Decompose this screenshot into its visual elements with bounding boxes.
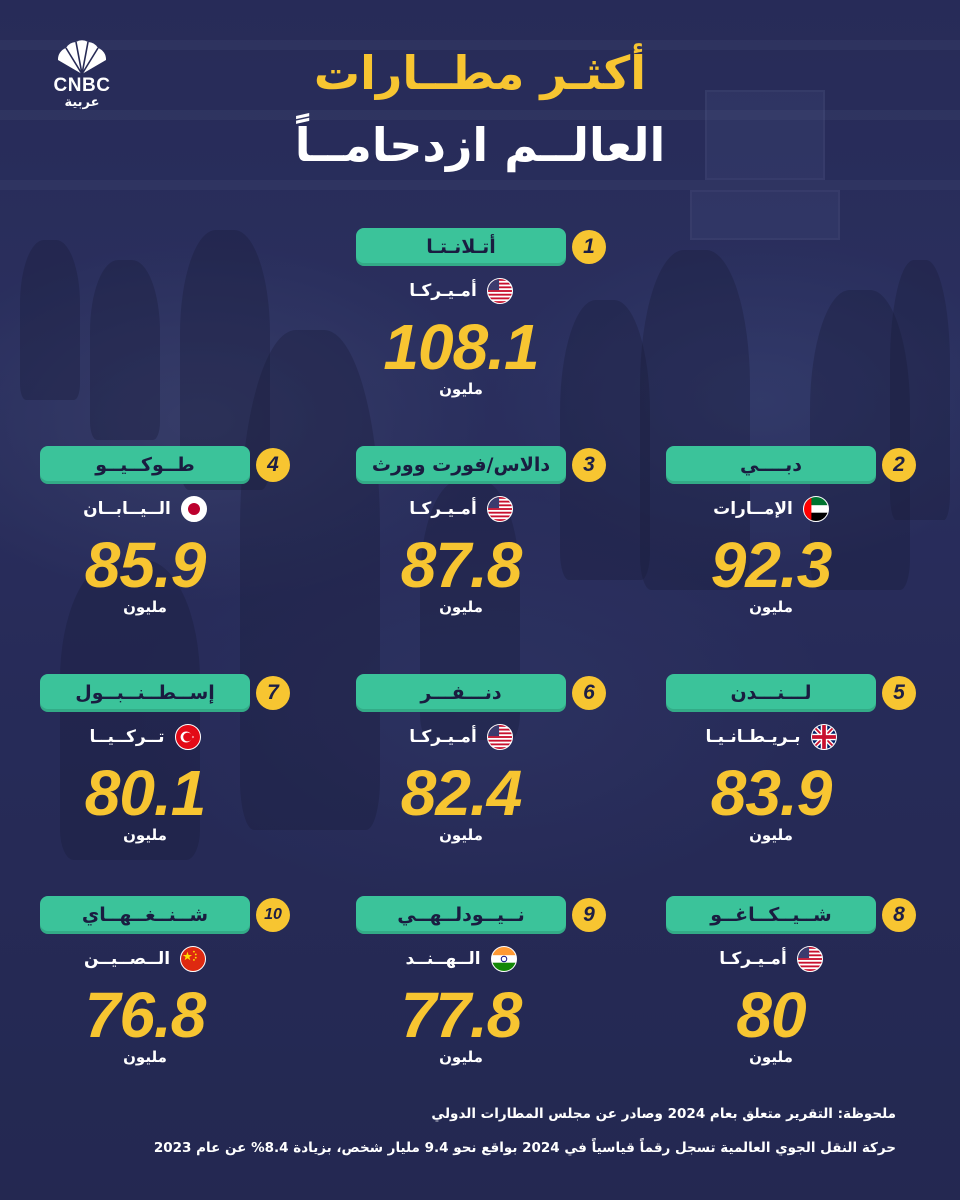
passenger-value: 77.8 xyxy=(400,979,523,1051)
note-line-1: ملحوظة: التقرير متعلق بعام 2024 وصادر عن… xyxy=(431,1106,896,1122)
uae-flag-icon xyxy=(802,496,829,522)
country-label: الــهــنــد xyxy=(405,949,481,969)
us-flag-icon xyxy=(486,496,513,522)
country-label: بـريـطـانـيـا xyxy=(705,727,801,747)
india-flag-icon xyxy=(490,946,517,972)
unit-label: مليون xyxy=(439,380,483,398)
rank-badge: 4 xyxy=(256,448,290,482)
unit-label: مليون xyxy=(439,1048,483,1066)
rank-badge: 10 xyxy=(256,898,290,932)
passenger-value: 92.3 xyxy=(710,529,833,601)
rank-badge: 2 xyxy=(882,448,916,482)
rank-badge: 9 xyxy=(572,898,606,932)
unit-label: مليون xyxy=(123,1048,167,1066)
unit-label: مليون xyxy=(439,826,483,844)
logo-text: CNBC xyxy=(53,75,111,96)
city-label: إســطــنــبــول xyxy=(40,674,250,712)
cnbc-arabia-logo: CNBC عربية xyxy=(42,40,122,110)
uk-flag-icon xyxy=(810,724,837,750)
unit-label: مليون xyxy=(123,826,167,844)
us-flag-icon xyxy=(796,946,823,972)
country-row: تــركــيــا xyxy=(40,724,250,750)
rank-badge: 3 xyxy=(572,448,606,482)
city-label: نــيــودلــهــي xyxy=(356,896,566,934)
city-label: أتـلانـتـا xyxy=(356,228,566,266)
china-flag-icon xyxy=(180,946,207,972)
country-row: بـريـطـانـيـا xyxy=(666,724,876,750)
passenger-value: 87.8 xyxy=(400,529,523,601)
country-label: الــصــيــن xyxy=(83,949,171,969)
country-label: تــركــيــا xyxy=(89,727,165,747)
unit-label: مليون xyxy=(749,826,793,844)
unit-label: مليون xyxy=(123,598,167,616)
city-label: دالاس/فورت وورث xyxy=(356,446,566,484)
passenger-value: 80.1 xyxy=(84,757,207,829)
us-flag-icon xyxy=(486,278,513,304)
city-label: طــوكــيــو xyxy=(40,446,250,484)
city-label: شــيــكــاغــو xyxy=(666,896,876,934)
country-label: أمـيـركـا xyxy=(719,949,787,969)
rank-badge: 1 xyxy=(572,230,606,264)
country-row: أمـيـركـا xyxy=(356,496,566,522)
airport-card-8: 8 شــيــكــاغــو أمـيـركـا 80 مليون xyxy=(666,896,916,1076)
country-row: الــصــيــن xyxy=(40,946,250,972)
peacock-icon xyxy=(57,40,107,75)
airport-card-4: 4 طــوكــيــو الــيــابــان 85.9 مليون xyxy=(40,446,290,626)
airport-card-2: 2 دبــــي الإمــارات 92.3 مليون xyxy=(666,446,916,626)
city-label: شــنــغــهــاي xyxy=(40,896,250,934)
passenger-value: 76.8 xyxy=(84,979,207,1051)
country-row: الــيــابــان xyxy=(40,496,250,522)
country-label: أمـيـركـا xyxy=(409,281,477,301)
turkey-flag-icon xyxy=(174,724,201,750)
title-line-2: العالــم ازدحامــاً xyxy=(294,118,666,172)
country-label: أمـيـركـا xyxy=(409,499,477,519)
city-label: دبــــي xyxy=(666,446,876,484)
logo-subtext: عربية xyxy=(64,95,100,110)
japan-flag-icon xyxy=(180,496,207,522)
airport-card-9: 9 نــيــودلــهــي الــهــنــد 77.8 مليون xyxy=(356,896,606,1076)
city-label: لـــنـــدن xyxy=(666,674,876,712)
rank-badge: 7 xyxy=(256,676,290,710)
airport-card-3: 3 دالاس/فورت وورث أمـيـركـا 87.8 مليون xyxy=(356,446,606,626)
country-label: أمـيـركـا xyxy=(409,727,477,747)
rank-badge: 8 xyxy=(882,898,916,932)
note-line-2: حركة النقل الجوي العالمية تسجل رقماً قيا… xyxy=(153,1140,896,1156)
country-row: أمـيـركـا xyxy=(666,946,876,972)
rank-badge: 6 xyxy=(572,676,606,710)
country-row: الإمــارات xyxy=(666,496,876,522)
us-flag-icon xyxy=(486,724,513,750)
airport-card-1: 1 أتـلانـتـا أمـيـركـا 108.1 مليون xyxy=(356,228,606,408)
unit-label: مليون xyxy=(439,598,483,616)
passenger-value: 108.1 xyxy=(383,311,539,383)
unit-label: مليون xyxy=(749,1048,793,1066)
passenger-value: 80 xyxy=(736,979,806,1051)
rank-badge: 5 xyxy=(882,676,916,710)
airport-card-10: 10 شــنــغــهــاي الــصــيــن 76.8 مليون xyxy=(40,896,290,1076)
airport-card-7: 7 إســطــنــبــول تــركــيــا 80.1 مليون xyxy=(40,674,290,854)
passenger-value: 82.4 xyxy=(400,757,523,829)
airport-card-5: 5 لـــنـــدن بـريـطـانـيـا 83.9 مليون xyxy=(666,674,916,854)
country-row: الــهــنــد xyxy=(356,946,566,972)
passenger-value: 83.9 xyxy=(710,757,833,829)
airport-card-6: 6 دنـــفـــر أمـيـركـا 82.4 مليون xyxy=(356,674,606,854)
unit-label: مليون xyxy=(749,598,793,616)
title-line-1: أكثـر مطــارات xyxy=(313,46,647,100)
country-row: أمـيـركـا xyxy=(356,278,566,304)
country-label: الــيــابــان xyxy=(83,499,171,519)
passenger-value: 85.9 xyxy=(84,529,207,601)
country-label: الإمــارات xyxy=(713,499,793,519)
country-row: أمـيـركـا xyxy=(356,724,566,750)
city-label: دنـــفـــر xyxy=(356,674,566,712)
